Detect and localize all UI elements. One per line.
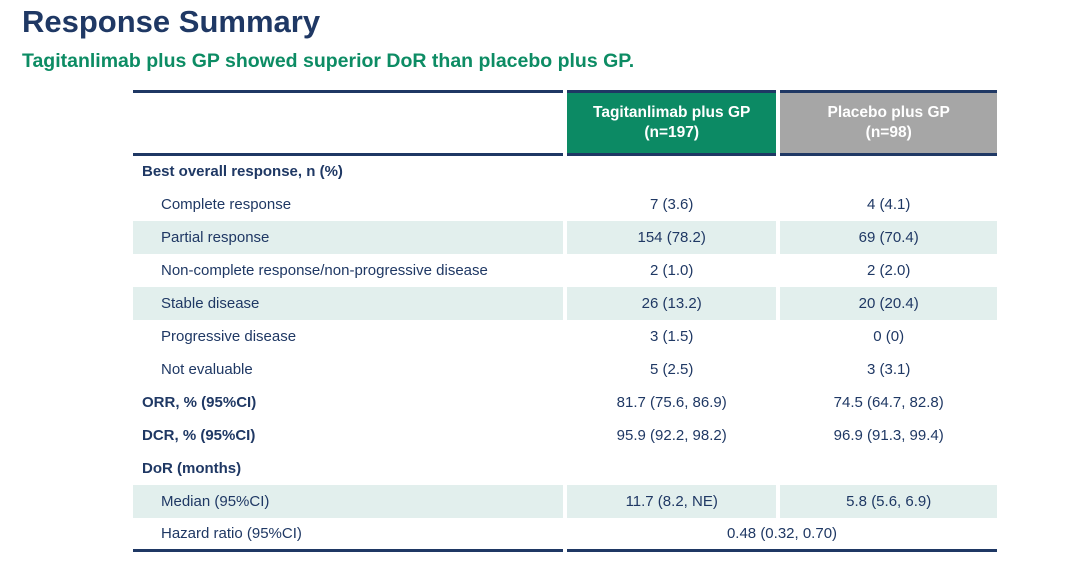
table-container: Tagitanlimab plus GP (n=197) Placebo plu…	[133, 90, 997, 552]
cell-value: 26 (13.2)	[562, 286, 779, 320]
table-row-median: Median (95%CI) 11.7 (8.2, NE) 5.8 (5.6, …	[133, 484, 997, 518]
column-header-line1: Placebo plus GP	[827, 103, 950, 121]
cell-value: 0 (0)	[776, 319, 997, 353]
cell-value	[776, 154, 997, 188]
row-label: Hazard ratio (95%CI)	[133, 517, 565, 551]
column-header-tagitanlimab: Tagitanlimab plus GP (n=197)	[562, 91, 779, 156]
row-label: Complete response	[133, 187, 565, 221]
page-subtitle: Tagitanlimab plus GP showed superior DoR…	[22, 50, 635, 72]
cell-value: 81.7 (75.6, 86.9)	[562, 385, 779, 419]
header-row: Tagitanlimab plus GP (n=197) Placebo plu…	[133, 91, 997, 156]
table-row-not-evaluable: Not evaluable 5 (2.5) 3 (3.1)	[133, 352, 997, 386]
summary-table: Tagitanlimab plus GP (n=197) Placebo plu…	[133, 90, 997, 552]
cell-value: 69 (70.4)	[776, 220, 997, 254]
row-label: DCR, % (95%CI)	[133, 418, 565, 452]
table-row-dor-months: DoR (months)	[133, 451, 997, 485]
cell-value: 2 (2.0)	[776, 253, 997, 287]
cell-value: 3 (3.1)	[776, 352, 997, 386]
cell-value: 74.5 (64.7, 82.8)	[776, 385, 997, 419]
cell-value: 5.8 (5.6, 6.9)	[776, 484, 997, 518]
row-label: DoR (months)	[133, 451, 565, 485]
cell-value: 7 (3.6)	[562, 187, 779, 221]
row-label: Progressive disease	[133, 319, 565, 353]
cell-value: 95.9 (92.2, 98.2)	[562, 418, 779, 452]
cell-value: 96.9 (91.3, 99.4)	[776, 418, 997, 452]
table-row-progressive-disease: Progressive disease 3 (1.5) 0 (0)	[133, 319, 997, 353]
cell-value: 11.7 (8.2, NE)	[562, 484, 779, 518]
table-row-best-overall-response: Best overall response, n (%)	[133, 154, 997, 188]
row-label: Not evaluable	[133, 352, 565, 386]
cell-value-spanned: 0.48 (0.32, 0.70)	[563, 517, 997, 551]
column-header-line1: Tagitanlimab plus GP	[593, 103, 751, 121]
cell-value: 20 (20.4)	[776, 286, 997, 320]
table-row-stable-disease: Stable disease 26 (13.2) 20 (20.4)	[133, 286, 997, 320]
cell-value: 2 (1.0)	[562, 253, 779, 287]
row-label: Median (95%CI)	[133, 484, 565, 518]
cell-value: 154 (78.2)	[562, 220, 779, 254]
cell-value	[562, 154, 779, 188]
column-header-line2: (n=197)	[644, 124, 700, 141]
cell-value: 4 (4.1)	[776, 187, 997, 221]
table-row-dcr: DCR, % (95%CI) 95.9 (92.2, 98.2) 96.9 (9…	[133, 418, 997, 452]
column-header-placebo: Placebo plus GP (n=98)	[776, 91, 997, 156]
table-row-hazard-ratio: Hazard ratio (95%CI) 0.48 (0.32, 0.70)	[133, 517, 997, 551]
table-row-partial-response: Partial response 154 (78.2) 69 (70.4)	[133, 220, 997, 254]
cell-value	[562, 451, 779, 485]
row-label: Stable disease	[133, 286, 565, 320]
row-label: ORR, % (95%CI)	[133, 385, 565, 419]
cell-value: 5 (2.5)	[562, 352, 779, 386]
row-label: Best overall response, n (%)	[133, 154, 565, 188]
cell-value: 3 (1.5)	[562, 319, 779, 353]
cell-value	[776, 451, 997, 485]
table-row-complete-response: Complete response 7 (3.6) 4 (4.1)	[133, 187, 997, 221]
row-label: Partial response	[133, 220, 565, 254]
table-row-orr: ORR, % (95%CI) 81.7 (75.6, 86.9) 74.5 (6…	[133, 385, 997, 419]
column-header-empty	[133, 91, 565, 156]
column-header-line2: (n=98)	[865, 124, 912, 141]
table-row-non-complete-response: Non-complete response/non-progressive di…	[133, 253, 997, 287]
page-title: Response Summary	[22, 4, 321, 39]
row-label: Non-complete response/non-progressive di…	[133, 253, 565, 287]
